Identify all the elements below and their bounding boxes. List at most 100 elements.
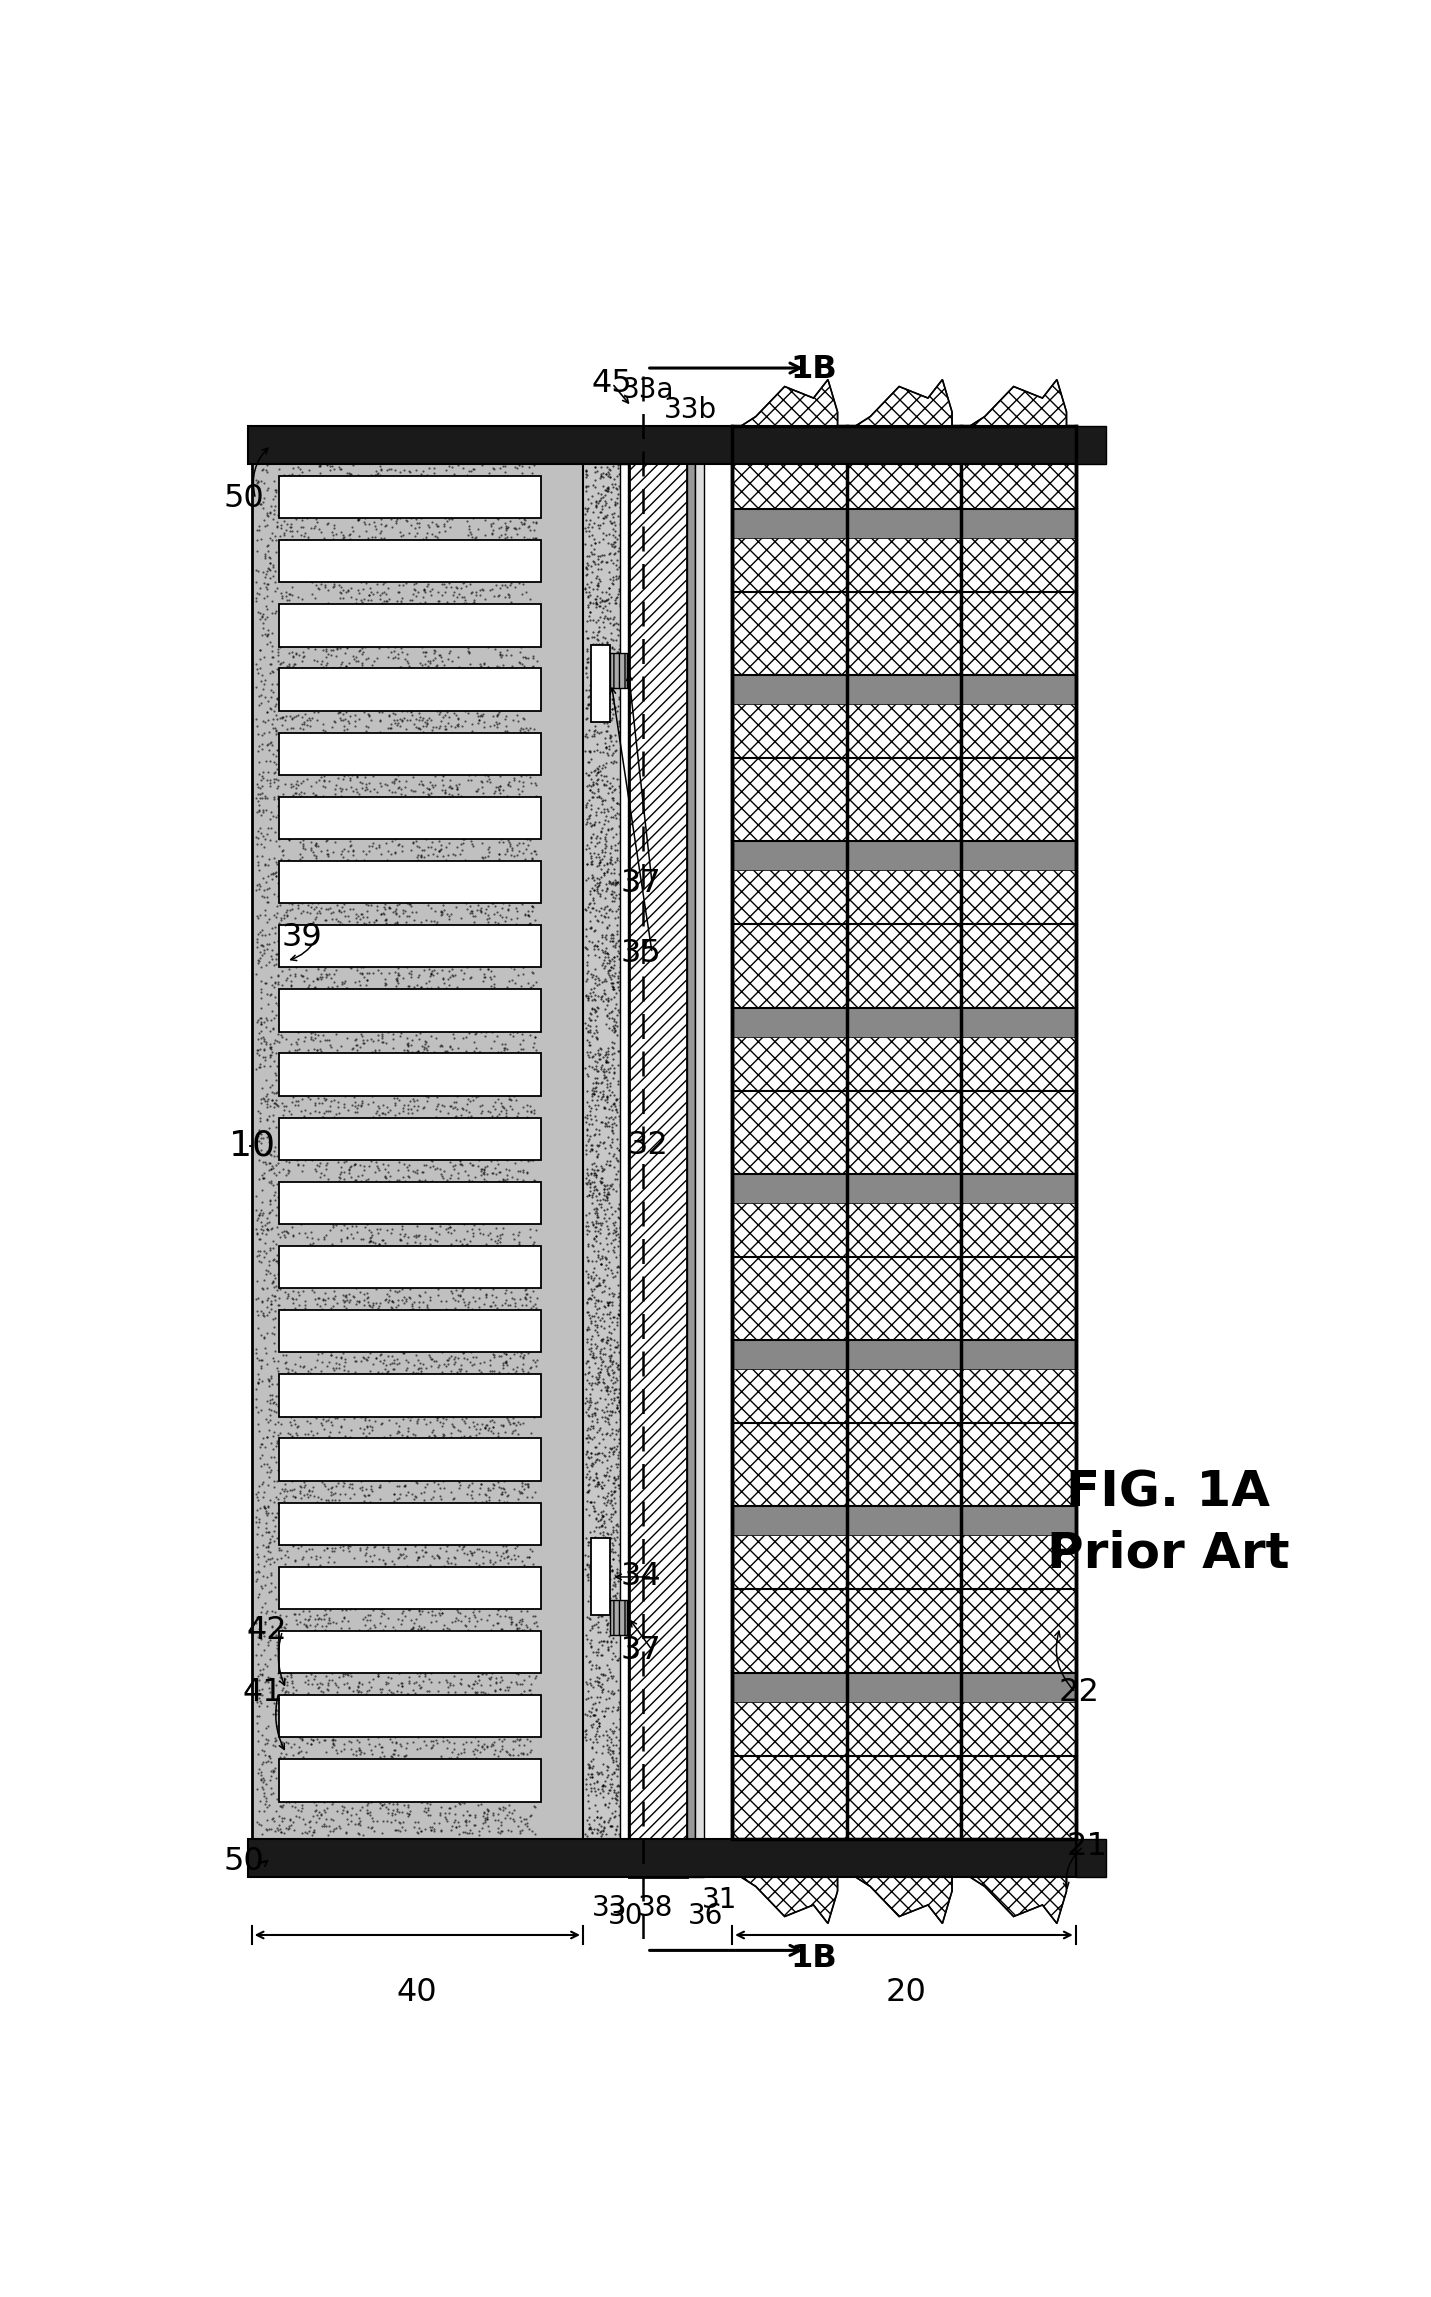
Point: [263, 1594, 286, 1631]
Point: [391, 832, 414, 868]
Point: [250, 758, 273, 795]
Point: [309, 1038, 332, 1075]
Point: [405, 1001, 428, 1038]
Point: [517, 1178, 539, 1215]
Point: [419, 912, 442, 949]
Point: [355, 687, 378, 724]
Point: [604, 733, 627, 769]
Point: [426, 1550, 449, 1587]
Point: [322, 1553, 345, 1590]
Point: [265, 1394, 288, 1431]
Point: [482, 1284, 505, 1321]
Point: [245, 827, 268, 864]
Point: [591, 1624, 614, 1661]
Point: [409, 498, 432, 535]
Point: [485, 1663, 508, 1700]
Point: [464, 519, 487, 556]
Point: [305, 1431, 328, 1468]
Point: [578, 567, 601, 604]
Point: [481, 1429, 504, 1465]
Point: [580, 517, 602, 554]
Point: [384, 1612, 406, 1649]
Point: [258, 540, 280, 577]
Point: [338, 1275, 361, 1312]
Point: [474, 1422, 497, 1459]
Point: [265, 898, 288, 935]
Point: [278, 744, 301, 781]
Point: [515, 558, 538, 595]
Point: [325, 558, 348, 595]
Point: [326, 1084, 349, 1121]
Point: [604, 1139, 627, 1176]
Point: [391, 1668, 414, 1704]
Point: [422, 976, 445, 1013]
Point: [489, 845, 512, 882]
Point: [590, 1776, 612, 1812]
Point: [432, 836, 455, 873]
Point: [507, 859, 529, 896]
Point: [477, 1507, 499, 1544]
Point: [487, 1004, 509, 1041]
Point: [449, 1684, 472, 1720]
Point: [607, 616, 630, 652]
Point: [275, 733, 298, 769]
Point: [248, 756, 270, 792]
Point: [349, 1438, 372, 1475]
Point: [328, 999, 351, 1036]
Point: [580, 1514, 602, 1550]
Point: [597, 554, 620, 590]
Point: [265, 1243, 288, 1279]
Point: [322, 508, 345, 544]
Text: 39: 39: [282, 923, 322, 953]
Point: [495, 1171, 518, 1208]
Point: [575, 551, 598, 588]
Point: [479, 1192, 502, 1229]
Point: [611, 1704, 634, 1741]
Point: [514, 1054, 537, 1091]
Point: [445, 769, 468, 806]
Point: [279, 680, 302, 717]
Point: [268, 1663, 290, 1700]
Point: [426, 1465, 449, 1502]
Point: [296, 868, 319, 905]
Point: [494, 1344, 517, 1380]
Point: [471, 1638, 494, 1675]
Point: [382, 845, 405, 882]
Point: [507, 1656, 529, 1693]
Point: [509, 1351, 532, 1387]
Point: [504, 1321, 527, 1358]
Point: [584, 912, 607, 949]
Point: [349, 1530, 372, 1567]
Point: [580, 779, 602, 815]
Point: [288, 850, 311, 887]
Point: [594, 827, 617, 864]
Point: [429, 1470, 452, 1507]
Point: [260, 1286, 283, 1323]
Point: [467, 540, 489, 577]
Point: [321, 1259, 343, 1296]
Point: [280, 1684, 303, 1720]
Point: [608, 939, 631, 976]
Point: [396, 871, 419, 907]
Point: [321, 496, 343, 533]
Point: [468, 1748, 491, 1785]
Point: [605, 1142, 628, 1178]
Point: [404, 1528, 426, 1564]
Point: [391, 1328, 414, 1364]
Point: [356, 1408, 379, 1445]
Point: [595, 648, 618, 685]
Point: [386, 951, 409, 988]
Point: [608, 588, 631, 625]
Point: [279, 1760, 302, 1796]
Point: [495, 1592, 518, 1629]
Point: [308, 914, 331, 951]
Point: [252, 1617, 275, 1654]
Point: [404, 478, 426, 515]
Point: [580, 1259, 602, 1296]
Point: [321, 1482, 343, 1518]
Point: [505, 602, 528, 639]
Point: [499, 565, 522, 602]
Point: [398, 1436, 421, 1472]
Point: [585, 1268, 608, 1305]
Point: [323, 682, 346, 719]
